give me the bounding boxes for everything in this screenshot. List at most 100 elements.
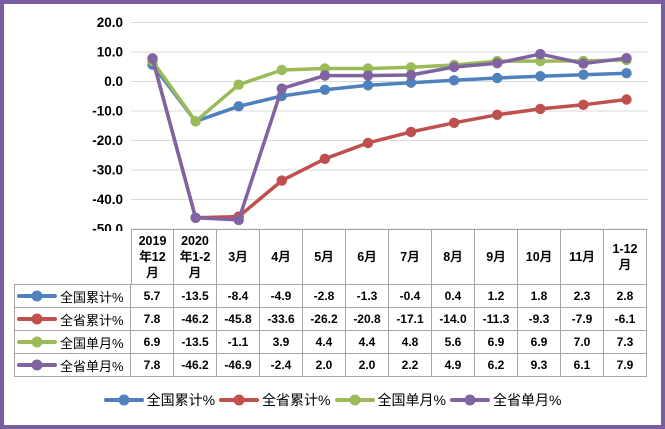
legend-item-label: 全国单月% bbox=[377, 392, 446, 408]
series-line-2 bbox=[150, 58, 629, 124]
table-value-cell: -2.4 bbox=[260, 354, 303, 377]
table-value-cell: 6.9 bbox=[518, 331, 561, 354]
chart-legend: 全国累计% 全省累计% 全国单月% 全省单月% bbox=[4, 390, 661, 410]
table-value-cell: 6.2 bbox=[475, 354, 518, 377]
data-point-marker bbox=[405, 77, 417, 88]
data-point-marker bbox=[190, 116, 201, 127]
table-header-cell: 11月 bbox=[561, 229, 604, 285]
series-marker-icon bbox=[17, 290, 57, 303]
data-table: 2019 年12 月 2020 年1-2 月 3月 4月 5月 6月 7月 8月 9月 10月 11… bbox=[14, 229, 647, 377]
table-row-label-text: 全省单月% bbox=[60, 358, 124, 374]
table-value-cell: 7.8 bbox=[131, 354, 174, 377]
table-header-cell: 3月 bbox=[217, 229, 260, 285]
data-point-marker bbox=[362, 70, 374, 81]
data-point-marker bbox=[362, 80, 374, 91]
data-point-marker bbox=[492, 109, 503, 121]
data-point-marker bbox=[578, 58, 589, 69]
table-header-cell: 2019 年12 月 bbox=[131, 229, 174, 285]
table-value-cell: -33.6 bbox=[260, 308, 303, 331]
table-value-cell: 7.0 bbox=[561, 331, 604, 354]
y-axis-tick-label: -10.0 bbox=[92, 104, 123, 119]
table-value-cell: -46.9 bbox=[217, 354, 260, 377]
data-point-marker bbox=[578, 99, 589, 111]
table-header-cell: 10月 bbox=[518, 229, 561, 285]
data-point-marker bbox=[448, 61, 460, 73]
data-point-marker bbox=[405, 69, 417, 81]
table-value-cell: 0.4 bbox=[432, 285, 475, 308]
table-header-cell: 4月 bbox=[260, 229, 303, 285]
legend-item: 全国单月% bbox=[334, 390, 446, 410]
data-point-marker bbox=[319, 84, 331, 96]
table-header-cell: 9月 bbox=[475, 229, 518, 285]
data-point-marker bbox=[535, 48, 546, 60]
table-value-cell: 7.8 bbox=[131, 308, 174, 331]
table-value-cell: -8.4 bbox=[217, 285, 260, 308]
legend-item-label: 全省累计% bbox=[262, 392, 331, 408]
data-point-marker bbox=[362, 137, 374, 149]
legend-item-label: 全国累计% bbox=[146, 392, 216, 408]
series-marker-icon bbox=[103, 394, 144, 407]
data-point-marker bbox=[448, 117, 460, 128]
series-line-3 bbox=[150, 52, 629, 222]
legend-item: 全国累计% bbox=[103, 390, 216, 410]
table-value-cell: -17.1 bbox=[389, 308, 432, 331]
table-value-cell: -46.2 bbox=[174, 354, 217, 377]
data-point-marker bbox=[535, 71, 546, 82]
data-point-marker bbox=[319, 70, 331, 81]
table-header-cell: 2020 年1-2 月 bbox=[174, 229, 217, 285]
data-point-marker bbox=[276, 83, 287, 94]
data-point-marker bbox=[492, 72, 503, 84]
data-point-marker bbox=[405, 126, 417, 138]
y-axis-tick-label: -30.0 bbox=[92, 163, 123, 178]
table-value-cell: 5.6 bbox=[432, 331, 475, 354]
series-marker-icon bbox=[17, 359, 57, 372]
table-value-cell: 4.9 bbox=[432, 354, 475, 377]
legend-item: 全省累计% bbox=[219, 390, 331, 410]
data-point-marker bbox=[276, 64, 287, 76]
table-value-cell: 6.9 bbox=[475, 331, 518, 354]
data-point-marker bbox=[147, 53, 158, 64]
y-axis-tick-label: 0.0 bbox=[104, 74, 123, 89]
table-value-cell: -2.8 bbox=[303, 285, 346, 308]
table-value-cell: 4.4 bbox=[346, 331, 389, 354]
table-value-cell: 2.8 bbox=[604, 285, 647, 308]
table-header-cell: 7月 bbox=[389, 229, 432, 285]
table-corner-cell bbox=[14, 229, 131, 285]
data-point-marker bbox=[578, 69, 589, 80]
table-value-cell: 3.9 bbox=[260, 331, 303, 354]
y-axis-tick-label: -50.0 bbox=[92, 222, 123, 232]
table-value-cell: 4.4 bbox=[303, 331, 346, 354]
table-value-cell: 9.3 bbox=[518, 354, 561, 377]
data-point-marker bbox=[535, 103, 546, 115]
data-point-marker bbox=[405, 62, 417, 73]
table-row-label-text: 全省累计% bbox=[60, 312, 124, 328]
series-marker-icon bbox=[334, 394, 375, 407]
table-value-cell: -45.8 bbox=[217, 308, 260, 331]
table-row-label: 全省单月% bbox=[14, 354, 131, 377]
series-marker-icon bbox=[17, 313, 57, 326]
table-value-cell: -46.2 bbox=[174, 308, 217, 331]
table-row-label: 全国单月% bbox=[14, 331, 131, 354]
table-value-cell: 2.2 bbox=[389, 354, 432, 377]
data-point-marker bbox=[190, 212, 201, 223]
table-value-cell: -13.5 bbox=[174, 285, 217, 308]
table-value-cell: 6.9 bbox=[131, 331, 174, 354]
data-point-marker bbox=[233, 214, 244, 226]
data-point-marker bbox=[233, 101, 244, 112]
data-point-marker bbox=[448, 75, 460, 86]
table-row-label-text: 全国单月% bbox=[60, 335, 124, 351]
data-point-marker bbox=[621, 53, 632, 64]
table-row-label: 全省累计% bbox=[14, 308, 131, 331]
table-value-cell: 2.3 bbox=[561, 285, 604, 308]
table-value-cell: -14.0 bbox=[432, 308, 475, 331]
y-axis-tick-label: 20.0 bbox=[97, 15, 123, 30]
table-value-cell: 1.2 bbox=[475, 285, 518, 308]
table-value-cell: 7.9 bbox=[604, 354, 647, 377]
table-value-cell: -4.9 bbox=[260, 285, 303, 308]
data-point-marker bbox=[233, 79, 244, 90]
table-value-cell: 4.8 bbox=[389, 331, 432, 354]
table-header-cell: 6月 bbox=[346, 229, 389, 285]
table-value-cell: -7.9 bbox=[561, 308, 604, 331]
table-value-cell: 2.0 bbox=[346, 354, 389, 377]
